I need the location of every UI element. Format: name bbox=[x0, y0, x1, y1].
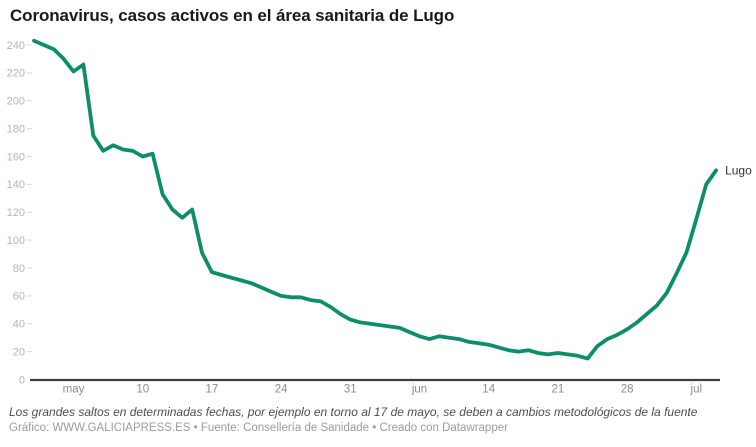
y-axis-label: 160 bbox=[7, 151, 25, 163]
y-axis-label: 140 bbox=[7, 179, 25, 191]
x-axis-label: 24 bbox=[275, 384, 288, 396]
y-axis-label: 240 bbox=[7, 40, 25, 52]
y-axis-label: 20 bbox=[13, 346, 25, 358]
byline-credit: Gráfico: WWW.GALICIAPRESS.ES • Fuente: C… bbox=[9, 422, 508, 434]
y-axis-label: 40 bbox=[13, 319, 25, 331]
chart-title: Coronavirus, casos activos en el área sa… bbox=[10, 6, 455, 25]
series-line-lugo bbox=[32, 38, 718, 361]
x-axis-label: 14 bbox=[482, 384, 495, 396]
y-axis-label: 60 bbox=[13, 291, 25, 303]
y-axis-label: 0 bbox=[19, 374, 25, 386]
y-axis-label: 120 bbox=[7, 207, 25, 219]
y-axis-label: 200 bbox=[7, 96, 25, 108]
x-axis-label: 31 bbox=[344, 384, 357, 396]
x-axis-label: jun bbox=[411, 384, 427, 396]
x-axis-label: 10 bbox=[136, 384, 149, 396]
x-axis-label: 17 bbox=[206, 384, 219, 396]
y-axis-label: 100 bbox=[7, 235, 25, 247]
footnote: Los grandes saltos en determinadas fecha… bbox=[9, 405, 698, 419]
series-end-label: Lugo bbox=[725, 164, 752, 178]
y-axis-label: 220 bbox=[7, 68, 25, 80]
y-axis-label: 80 bbox=[13, 263, 25, 275]
y-axis-label: 180 bbox=[7, 123, 25, 135]
x-axis-label: 28 bbox=[621, 384, 634, 396]
x-axis-label: 21 bbox=[552, 384, 565, 396]
x-axis-label: jul bbox=[690, 384, 703, 396]
x-axis-label: may bbox=[63, 384, 85, 396]
